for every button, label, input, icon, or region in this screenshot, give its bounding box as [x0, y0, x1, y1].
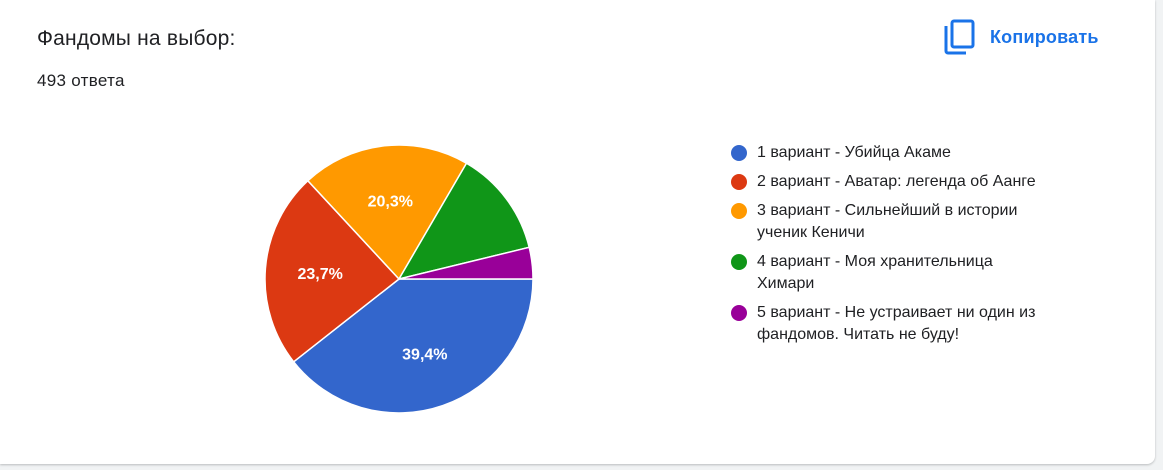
pie-chart: 39,4% 23,7% 20,3%: [264, 144, 534, 414]
chart-legend: 1 вариант - Убийца Акаме 2 вариант - Ават…: [731, 142, 1051, 353]
legend-item-5[interactable]: 5 вариант - Не устраивает ни один из фан…: [731, 302, 1051, 346]
legend-label: 5 вариант - Не устраивает ни один из фан…: [757, 304, 1036, 343]
legend-label: 3 вариант - Сильнейший в истории ученик …: [757, 202, 1018, 241]
pie-slice-3[interactable]: [306, 144, 468, 281]
copy-icon: [944, 19, 975, 55]
legend-label: 1 вариант - Убийца Акаме: [757, 144, 951, 161]
slice-label-2: 23,7%: [297, 266, 342, 283]
legend-item-3[interactable]: 3 вариант - Сильнейший в истории ученик …: [731, 200, 1051, 244]
pie-slice-1[interactable]: [292, 278, 534, 414]
copy-button-label: Копировать: [990, 26, 1099, 47]
legend-dot: [731, 254, 747, 270]
slice-label-1: 39,4%: [402, 347, 447, 364]
legend-dot: [731, 145, 747, 161]
legend-item-1[interactable]: 1 вариант - Убийца Акаме: [731, 142, 1051, 164]
pie-slice-4[interactable]: [397, 162, 531, 281]
legend-item-2[interactable]: 2 вариант - Аватар: легенда об Аанге: [731, 171, 1051, 193]
question-title: Фандомы на выбор:: [37, 27, 236, 50]
legend-label: 4 вариант - Моя хранительница Химари: [757, 253, 993, 292]
pie-slice-5[interactable]: [398, 246, 534, 280]
legend-dot: [731, 305, 747, 321]
legend-dot: [731, 203, 747, 219]
slice-label-3: 20,3%: [368, 193, 413, 210]
legend-label: 2 вариант - Аватар: легенда об Аанге: [757, 173, 1036, 190]
legend-dot: [731, 174, 747, 190]
legend-item-4[interactable]: 4 вариант - Моя хранительница Химари: [731, 251, 1051, 295]
copy-button[interactable]: Копировать: [934, 14, 1124, 60]
response-count: 493 ответа: [37, 71, 125, 90]
pie-slice-2[interactable]: [264, 179, 401, 363]
